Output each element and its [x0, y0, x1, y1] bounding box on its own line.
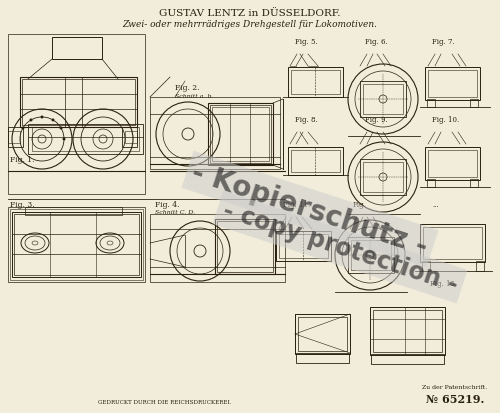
Bar — [476, 261, 484, 271]
Bar — [8, 132, 20, 144]
Text: ...: ... — [432, 201, 439, 209]
Circle shape — [60, 127, 62, 130]
Bar — [370, 307, 445, 355]
Bar — [425, 68, 480, 101]
Bar — [8, 128, 23, 147]
Bar — [217, 221, 273, 272]
Bar — [291, 71, 340, 95]
Text: Fig. 4.: Fig. 4. — [155, 201, 180, 209]
Bar — [208, 104, 273, 166]
Bar — [212, 108, 269, 161]
Circle shape — [379, 96, 387, 104]
Text: Zu der Patentschrift.: Zu der Patentschrift. — [422, 385, 488, 389]
Text: Fig. 8.: Fig. 8. — [295, 116, 318, 124]
Text: Fig. 6.: Fig. 6. — [365, 38, 388, 46]
Bar — [122, 128, 137, 147]
Bar — [25, 207, 122, 216]
Bar — [427, 100, 435, 108]
Text: Fig. 5.: Fig. 5. — [295, 38, 318, 46]
Circle shape — [22, 127, 25, 130]
Text: GEDRUCKT DURCH DIE REICHSDRUCKEREI.: GEDRUCKT DURCH DIE REICHSDRUCKEREI. — [98, 399, 232, 404]
Bar — [288, 68, 343, 98]
Text: Fig. 3.: Fig. 3. — [10, 201, 34, 209]
Bar — [428, 71, 477, 98]
Bar — [360, 159, 406, 195]
Bar — [360, 82, 406, 118]
Ellipse shape — [32, 242, 38, 245]
Bar — [20, 78, 137, 128]
Bar — [363, 85, 403, 115]
Text: - copy protection -: - copy protection - — [220, 198, 460, 297]
Text: Zwei- oder mehrrrädriges Drehgestell für Lokomotiven.: Zwei- oder mehrrrädriges Drehgestell für… — [122, 19, 378, 28]
Text: - Kopierschutz -: - Kopierschutz - — [188, 158, 432, 261]
Bar — [276, 231, 331, 261]
Bar — [28, 125, 143, 154]
Bar — [150, 98, 280, 170]
Bar — [351, 240, 391, 271]
Bar — [363, 163, 403, 192]
Bar — [425, 147, 480, 180]
Text: Fig. 1.: Fig. 1. — [10, 156, 34, 164]
Bar — [150, 214, 285, 282]
Bar — [8, 35, 145, 195]
Bar — [422, 261, 430, 271]
Bar — [215, 219, 275, 274]
Bar — [348, 237, 394, 273]
Text: Fig. 2.: Fig. 2. — [175, 84, 200, 92]
Text: № 65219.: № 65219. — [426, 394, 484, 404]
Bar — [10, 209, 143, 280]
Bar — [427, 180, 435, 188]
Text: Fig.: Fig. — [353, 201, 367, 209]
Bar — [288, 147, 343, 176]
Text: Fig. 7.: Fig. 7. — [432, 38, 455, 46]
Circle shape — [52, 119, 54, 122]
Circle shape — [366, 252, 374, 259]
Circle shape — [62, 138, 66, 141]
Bar — [428, 151, 477, 178]
Bar — [470, 180, 478, 188]
Text: Schnitt a. b.: Schnitt a. b. — [175, 93, 214, 98]
Circle shape — [379, 173, 387, 182]
Bar — [279, 235, 328, 259]
Bar — [32, 128, 139, 152]
Bar — [8, 207, 145, 282]
Circle shape — [194, 245, 206, 257]
Bar — [371, 354, 444, 364]
Bar — [125, 132, 137, 144]
Bar — [298, 317, 347, 351]
Text: Fig. 9.: Fig. 9. — [365, 116, 388, 124]
Text: GUSTAV LENTZ in DÜSSELDORF.: GUSTAV LENTZ in DÜSSELDORF. — [160, 9, 341, 17]
Bar — [291, 151, 340, 173]
Bar — [423, 228, 482, 259]
Text: Fig. 10.: Fig. 10. — [432, 116, 459, 124]
Circle shape — [40, 116, 43, 119]
Circle shape — [38, 136, 46, 144]
Bar — [295, 314, 350, 354]
Circle shape — [99, 136, 107, 144]
Bar — [373, 310, 442, 352]
Text: Schnitt C. D.: Schnitt C. D. — [155, 209, 195, 214]
Text: Fig. 15.: Fig. 15. — [430, 279, 457, 287]
Bar — [420, 224, 485, 262]
Bar — [22, 80, 135, 126]
Text: Fig. 11.: Fig. 11. — [283, 201, 310, 209]
Circle shape — [182, 129, 194, 141]
Bar — [296, 353, 349, 363]
Bar — [52, 38, 102, 60]
Bar — [12, 212, 141, 277]
Circle shape — [30, 119, 32, 122]
Bar — [14, 214, 139, 275]
Ellipse shape — [107, 242, 113, 245]
Bar — [470, 100, 478, 108]
Bar — [210, 106, 271, 164]
